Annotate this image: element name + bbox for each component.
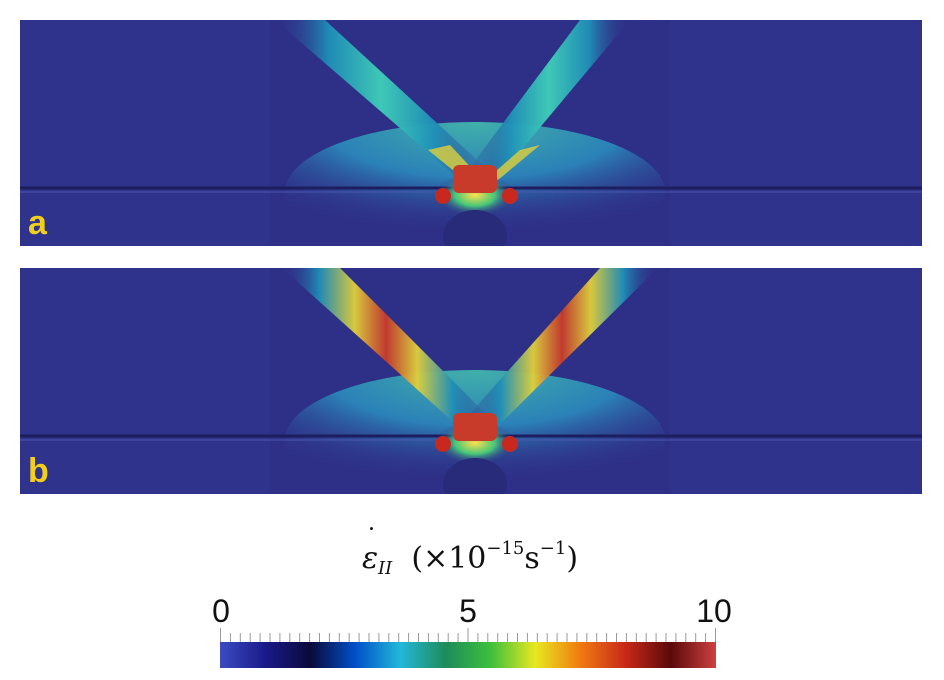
panel-label-b: b bbox=[28, 452, 49, 490]
unit-exponent: −15 bbox=[486, 538, 525, 559]
unit-symbol-exponent: −1 bbox=[539, 538, 567, 559]
colorbar-tick-label-mid: 5 bbox=[459, 593, 477, 629]
strain-rate-panel-b: b bbox=[20, 268, 922, 494]
unit-close: ) bbox=[566, 541, 579, 576]
strain-rate-panel-a: a bbox=[20, 20, 922, 246]
colorbar-minor-ticks bbox=[220, 628, 716, 642]
strain-rate-symbol: ˙ ε bbox=[361, 524, 379, 576]
strain-rate-field-a bbox=[20, 20, 922, 246]
strain-rate-subscript: II bbox=[378, 558, 393, 579]
unit-open: (×10 bbox=[411, 541, 487, 576]
unit-symbol: s bbox=[524, 541, 540, 576]
colorbar-tick-label-min: 0 bbox=[212, 593, 230, 629]
colorbar bbox=[220, 642, 716, 668]
strain-rate-field-b bbox=[20, 268, 922, 494]
panel-label-a: a bbox=[28, 204, 47, 242]
colorbar-title: ˙ εII (×10−15s−1) bbox=[300, 524, 640, 588]
colorbar-tick-label-max: 10 bbox=[696, 593, 732, 629]
